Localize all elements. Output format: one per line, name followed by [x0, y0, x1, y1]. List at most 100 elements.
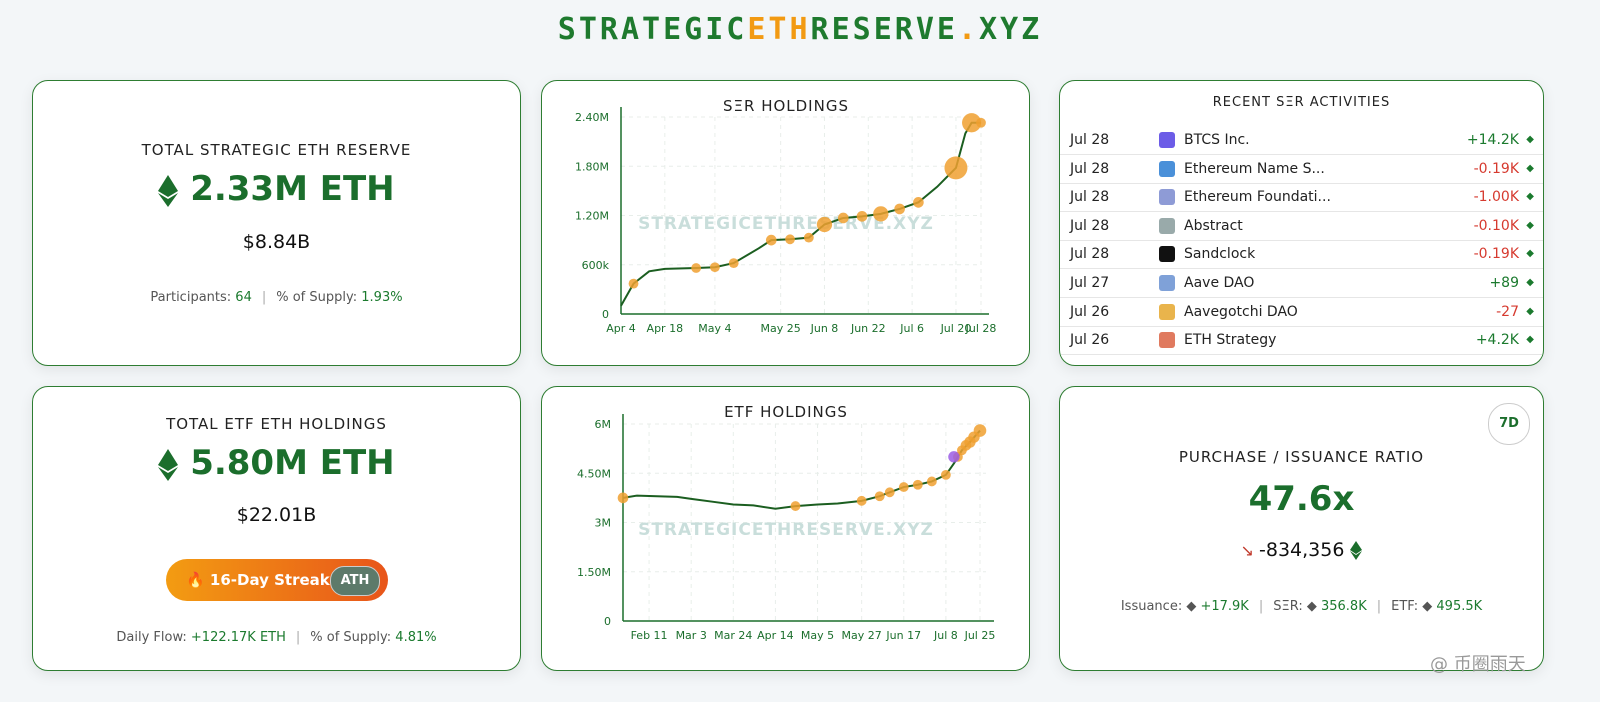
chart-card: SΞR HOLDINGS 0 600k 1.20M 1.80M 2.40M Apr 4 Apr…: [541, 80, 1030, 366]
activity-amount: -0.19K: [1473, 160, 1519, 177]
data-point: [856, 210, 868, 222]
title-part: XYZ: [979, 12, 1043, 47]
usd: $22.01B: [236, 504, 317, 526]
data-point: [913, 197, 924, 208]
x-tick-label: Jul 28: [965, 322, 997, 335]
stat-value: +122.17K ETH: [190, 630, 286, 645]
eth-icon: [158, 448, 179, 481]
activities-card: RECENT SΞR ACTIVITIES Jul 28 BTCS Inc. +14…: [1059, 80, 1544, 366]
stats: Daily Flow: +122.17K ETH |% of Supply: 4.…: [116, 630, 437, 645]
data-line: [620, 121, 981, 307]
data-point: [894, 203, 905, 215]
activity-amount: +14.2K: [1466, 132, 1519, 148]
eth-icon: ◆: [1526, 305, 1534, 317]
data-point: [874, 491, 885, 502]
activity-amount: +4.2K: [1475, 332, 1519, 349]
data-point: [816, 216, 833, 233]
chart-watermark: STRATEGICETHRESERVE.XYZ: [638, 520, 934, 540]
activity-row: Jul 26 ETH Strategy +4.2K ◆: [1060, 326, 1543, 356]
stat-value: 1.93%: [361, 290, 403, 305]
data-point: [837, 212, 849, 224]
activity-amount: +89: [1489, 275, 1519, 291]
stats: Participants: 64 |% of Supply: 1.93%: [150, 290, 403, 305]
data-point: [940, 469, 951, 480]
x-tick-label: Feb 11: [631, 629, 668, 642]
stat-label: % of Supply:: [310, 630, 392, 645]
activity-name: BTCS Inc.: [1184, 132, 1250, 148]
activity-row: Jul 28 Abstract -0.10K ◆: [1060, 212, 1543, 241]
eth-icon: [158, 174, 179, 207]
activity-name: Ethereum Name S...: [1184, 160, 1325, 177]
activity-amount: -1.00K: [1473, 189, 1519, 206]
chart: SΞR HOLDINGS 0 600k 1.20M 1.80M 2.40M Apr 4 Apr…: [575, 97, 997, 335]
card-title: RECENT SΞR ACTIVITIES: [1212, 95, 1391, 110]
activity-date: Jul 28: [1070, 189, 1110, 206]
activity-amount: -0.10K: [1473, 217, 1519, 234]
org-icon: [1159, 246, 1175, 263]
data-point: [873, 206, 889, 222]
x-tick-label: Apr 18: [647, 322, 684, 335]
period-button[interactable]: 7D: [1488, 403, 1530, 445]
stat-value: 356.8K: [1320, 599, 1367, 614]
data-point: [803, 232, 814, 243]
data-point: [898, 482, 909, 492]
x-tick-label: May 27: [842, 629, 882, 642]
y-tick-label: 1.50M: [577, 566, 611, 579]
x-tick-label: Jun 22: [850, 322, 886, 335]
stat-value: 495.5K: [1436, 599, 1483, 614]
data-point: [691, 263, 702, 273]
data-point: [710, 262, 720, 273]
reserve-card: TOTAL STRATEGIC ETH RESERVE 2.33M ETH $8…: [32, 80, 521, 366]
delta: ↘ -834,356: [1060, 539, 1543, 561]
x-tick-label: Apr 4: [606, 322, 636, 335]
watermark: @ 币圈雨天: [1430, 654, 1526, 675]
eth-icon: ◆: [1526, 134, 1534, 145]
data-point: [628, 278, 639, 289]
chart-watermark: STRATEGICETHRESERVE.XYZ: [638, 214, 934, 234]
activity-date: Jul 26: [1070, 303, 1110, 320]
stat-label: SΞR:: [1273, 599, 1303, 614]
activity-amount: -27: [1496, 303, 1519, 320]
stat-label: % of Supply:: [276, 290, 358, 305]
ratio-card: 7D PURCHASE / ISSUANCE RATIO 47.6x ↘ -83…: [1059, 386, 1544, 671]
data-point: [617, 492, 629, 504]
title-part: STRATEGIC: [557, 12, 748, 47]
y-tick-label: 1.80M: [575, 160, 609, 173]
activity-name: Abstract: [1184, 217, 1243, 234]
activity-date: Jul 28: [1070, 246, 1110, 263]
x-tick-label: Apr 14: [757, 629, 794, 642]
stat-label: Daily Flow:: [116, 630, 187, 645]
card-title: TOTAL ETF ETH HOLDINGS: [166, 415, 387, 433]
big-value: 5.80M ETH: [33, 443, 520, 483]
data-line: [622, 429, 981, 510]
x-tick-label: Jul 20: [940, 322, 972, 335]
org-icon: [1159, 160, 1175, 177]
eth-icon: ◆: [1526, 162, 1534, 174]
card-title: PURCHASE / ISSUANCE RATIO: [1178, 448, 1425, 466]
eth-icon: ◆: [1526, 248, 1534, 260]
value: 5.80M ETH: [190, 443, 395, 483]
activity-date: Jul 28: [1070, 160, 1110, 177]
org-icon: [1159, 132, 1175, 148]
card-title: TOTAL STRATEGIC ETH RESERVE: [141, 141, 412, 159]
x-tick-label: Jul 6: [899, 322, 924, 335]
y-tick-label: 0: [602, 308, 609, 321]
y-tick-label: 600k: [582, 259, 610, 272]
big-value: 2.33M ETH: [33, 169, 520, 209]
title-part: RESERVE: [810, 12, 958, 47]
activity-date: Jul 28: [1070, 217, 1110, 234]
activity-name: Aave DAO: [1184, 275, 1255, 291]
activity-name: ETH Strategy: [1184, 332, 1277, 349]
activity-row: Jul 28 Ethereum Name S... -0.19K ◆: [1060, 155, 1543, 184]
y-tick-label: 6M: [595, 418, 612, 431]
y-tick-label: 4.50M: [577, 467, 611, 480]
activity-date: Jul 26: [1070, 332, 1110, 349]
data-point: [948, 451, 960, 463]
activity-row: Jul 28 Ethereum Foundati... -1.00K ◆: [1060, 183, 1543, 213]
title-part: ETH: [747, 12, 811, 47]
data-point: [926, 476, 937, 487]
chart-title: SΞR HOLDINGS: [723, 97, 849, 115]
x-tick-label: Jun 8: [810, 322, 839, 335]
chart: ETF HOLDINGS 0 1.50M 3M 4.50M 6M Feb 11 Mar 3 Ma…: [577, 403, 995, 642]
